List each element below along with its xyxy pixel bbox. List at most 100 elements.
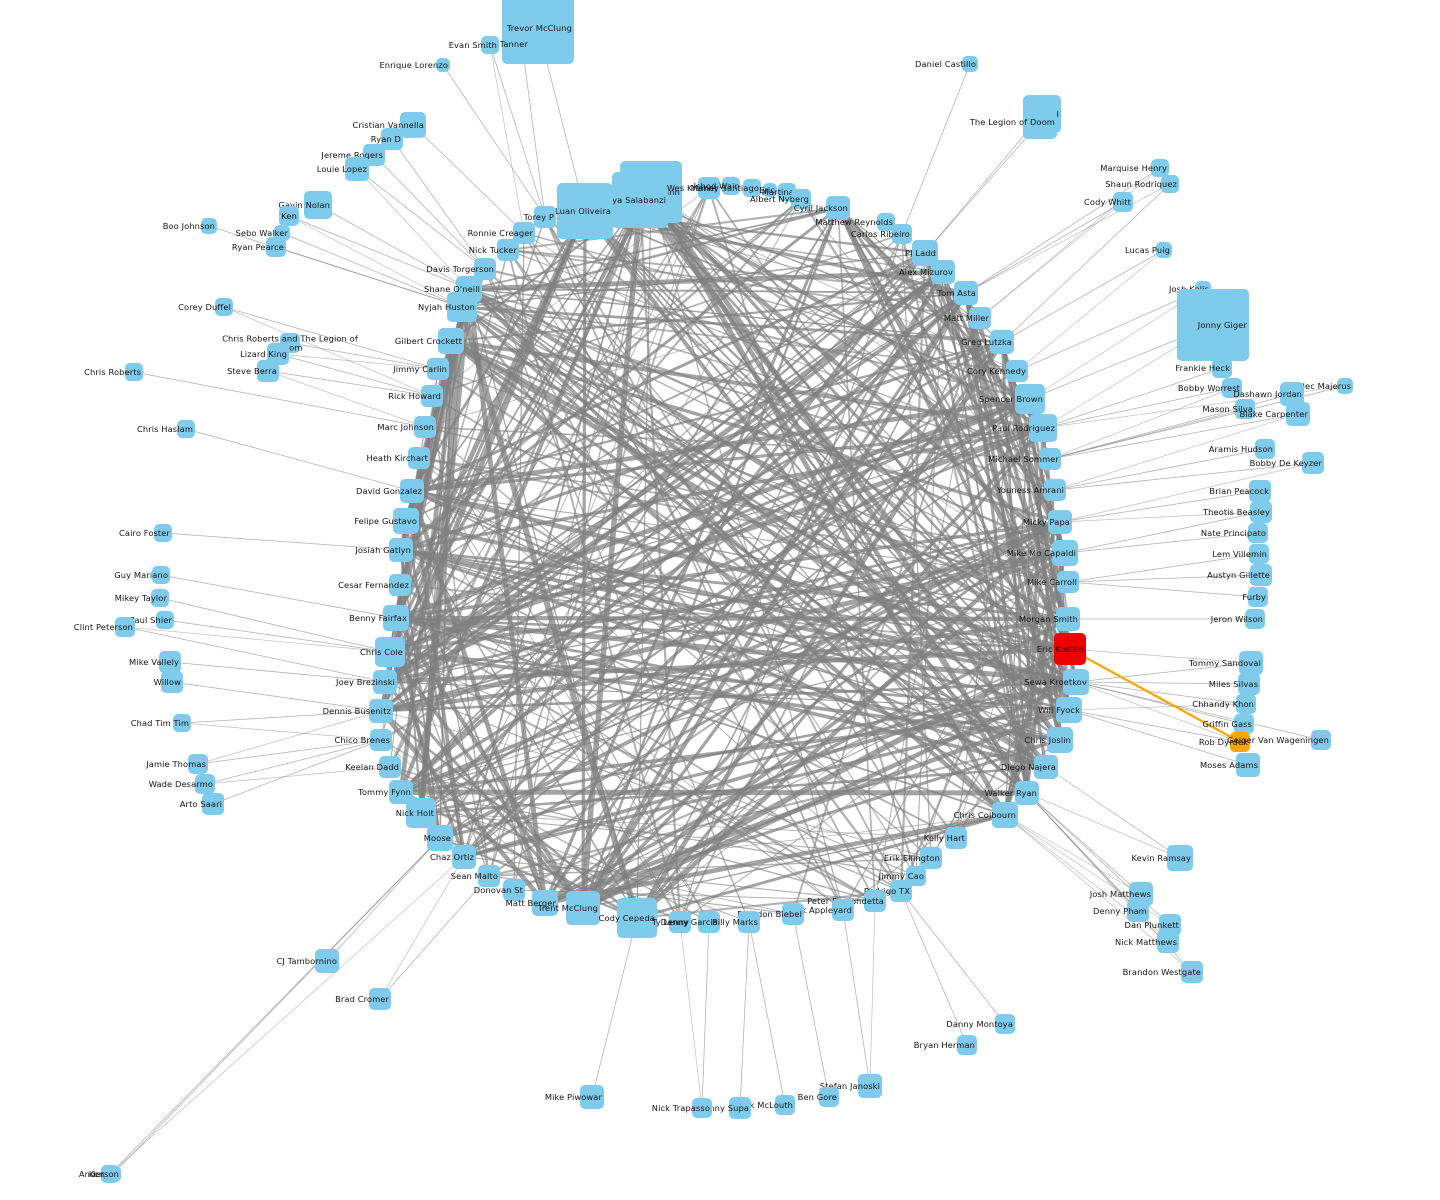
graph-node[interactable] bbox=[920, 847, 942, 869]
graph-node[interactable] bbox=[279, 206, 299, 226]
graph-node[interactable] bbox=[1056, 607, 1080, 631]
graph-node[interactable] bbox=[161, 671, 183, 693]
graph-node[interactable] bbox=[775, 1095, 795, 1115]
graph-node[interactable] bbox=[957, 1035, 977, 1055]
graph-node[interactable] bbox=[692, 1098, 712, 1118]
graph-node[interactable] bbox=[557, 183, 613, 239]
graph-node[interactable] bbox=[1248, 587, 1268, 607]
graph-node[interactable] bbox=[1212, 358, 1232, 378]
graph-node[interactable] bbox=[698, 177, 720, 199]
graph-node[interactable] bbox=[478, 865, 500, 887]
graph-node[interactable] bbox=[1015, 384, 1045, 414]
graph-node[interactable] bbox=[436, 58, 450, 72]
graph-node[interactable] bbox=[1245, 609, 1265, 629]
graph-node[interactable] bbox=[173, 714, 191, 732]
graph-node[interactable] bbox=[115, 617, 135, 637]
graph-node[interactable] bbox=[782, 903, 804, 925]
graph-node[interactable] bbox=[315, 949, 339, 973]
graph-node[interactable] bbox=[858, 1074, 882, 1098]
graph-node[interactable] bbox=[1161, 175, 1179, 193]
graph-node[interactable] bbox=[514, 36, 530, 52]
graph-node[interactable] bbox=[1029, 414, 1057, 442]
graph-node[interactable] bbox=[1236, 694, 1256, 714]
graph-node[interactable] bbox=[1234, 714, 1254, 734]
graph-node[interactable] bbox=[1006, 360, 1028, 382]
graph-node[interactable] bbox=[1238, 673, 1260, 695]
graph-node[interactable] bbox=[502, 0, 574, 64]
graph-node[interactable] bbox=[379, 756, 401, 778]
graph-node[interactable] bbox=[864, 890, 886, 912]
graph-node[interactable] bbox=[400, 479, 424, 503]
graph-node[interactable] bbox=[156, 611, 174, 629]
graph-node[interactable] bbox=[1230, 732, 1250, 752]
graph-node[interactable] bbox=[617, 898, 657, 938]
graph-node[interactable] bbox=[1039, 448, 1061, 470]
graph-node[interactable] bbox=[892, 224, 912, 244]
graph-node[interactable] bbox=[1113, 192, 1133, 212]
graph-node[interactable] bbox=[969, 307, 991, 329]
graph-node[interactable] bbox=[154, 524, 172, 542]
graph-node[interactable] bbox=[125, 363, 143, 381]
graph-node[interactable] bbox=[1056, 697, 1082, 723]
graph-node[interactable] bbox=[408, 447, 430, 469]
graph-node[interactable] bbox=[669, 911, 691, 933]
graph-node[interactable] bbox=[931, 260, 955, 284]
graph-node[interactable] bbox=[427, 825, 453, 851]
graph-node[interactable] bbox=[447, 292, 477, 322]
graph-node[interactable] bbox=[1057, 571, 1079, 593]
graph-node[interactable] bbox=[266, 237, 286, 257]
graph-node[interactable] bbox=[1235, 399, 1255, 419]
graph-node[interactable] bbox=[370, 729, 392, 751]
graph-node[interactable] bbox=[819, 1087, 839, 1107]
graph-node[interactable] bbox=[1156, 242, 1172, 258]
graph-node[interactable] bbox=[1054, 633, 1086, 665]
graph-node[interactable] bbox=[152, 566, 170, 584]
graph-node[interactable] bbox=[962, 56, 978, 72]
graph-node[interactable] bbox=[406, 798, 436, 828]
graph-node[interactable] bbox=[383, 605, 409, 631]
graph-node[interactable] bbox=[1177, 289, 1249, 361]
graph-node[interactable] bbox=[612, 172, 668, 228]
graph-node[interactable] bbox=[452, 845, 476, 869]
graph-node[interactable] bbox=[722, 177, 740, 195]
graph-node[interactable] bbox=[188, 754, 208, 774]
graph-node[interactable] bbox=[1255, 439, 1275, 459]
graph-node[interactable] bbox=[201, 218, 217, 234]
graph-node[interactable] bbox=[1127, 900, 1149, 922]
graph-node[interactable] bbox=[177, 420, 195, 438]
graph-node[interactable] bbox=[414, 416, 436, 438]
graph-node[interactable] bbox=[1239, 651, 1263, 675]
graph-node[interactable] bbox=[304, 191, 332, 219]
graph-node[interactable] bbox=[159, 651, 181, 673]
graph-node[interactable] bbox=[381, 128, 403, 150]
graph-node[interactable] bbox=[580, 1085, 604, 1109]
graph-node[interactable] bbox=[791, 189, 811, 209]
graph-node[interactable] bbox=[1249, 544, 1269, 564]
graph-node[interactable] bbox=[995, 1014, 1015, 1034]
graph-node[interactable] bbox=[1052, 540, 1078, 566]
graph-node[interactable] bbox=[1249, 480, 1271, 502]
graph-node[interactable] bbox=[532, 890, 558, 916]
graph-node[interactable] bbox=[513, 222, 535, 244]
graph-node[interactable] bbox=[1034, 755, 1058, 779]
graph-node[interactable] bbox=[566, 891, 600, 925]
graph-node[interactable] bbox=[427, 358, 449, 380]
graph-node[interactable] bbox=[400, 112, 426, 138]
graph-node[interactable] bbox=[992, 802, 1018, 828]
graph-node[interactable] bbox=[1337, 378, 1353, 394]
graph-node[interactable] bbox=[267, 343, 289, 365]
graph-node[interactable] bbox=[1167, 845, 1193, 871]
graph-node[interactable] bbox=[729, 1097, 751, 1119]
graph-node[interactable] bbox=[393, 508, 419, 534]
graph-node[interactable] bbox=[945, 827, 967, 849]
graph-node[interactable] bbox=[1047, 727, 1073, 753]
graph-node[interactable] bbox=[1063, 669, 1089, 695]
graph-node[interactable] bbox=[369, 988, 391, 1010]
graph-node[interactable] bbox=[345, 157, 369, 181]
graph-node[interactable] bbox=[497, 239, 519, 261]
graph-node[interactable] bbox=[257, 360, 279, 382]
graph-node[interactable] bbox=[1311, 730, 1331, 750]
graph-node[interactable] bbox=[743, 179, 761, 197]
